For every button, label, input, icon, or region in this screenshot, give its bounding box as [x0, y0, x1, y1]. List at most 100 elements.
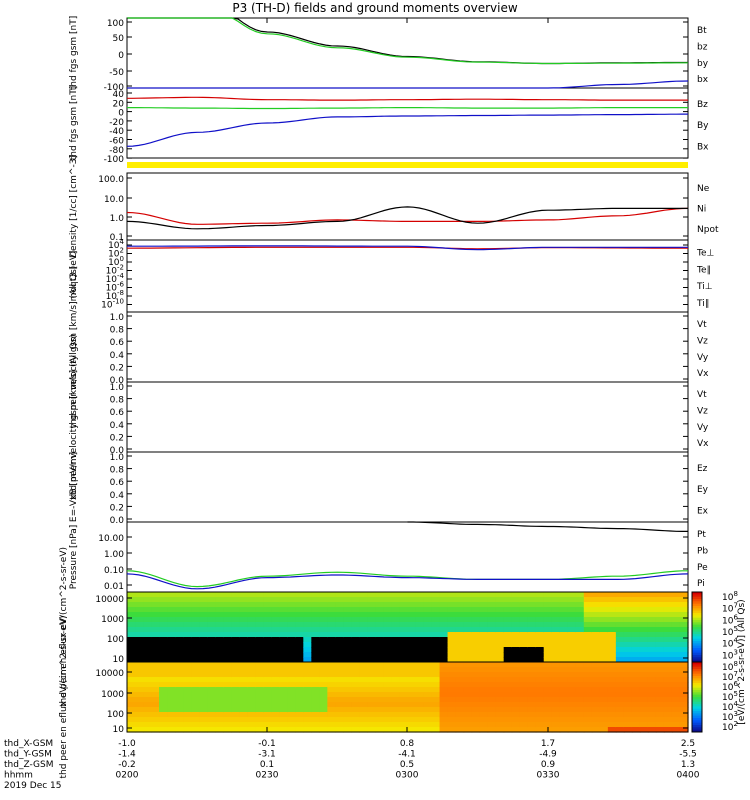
spectrogram-cell [431, 667, 441, 673]
spectrogram-cell [199, 612, 208, 618]
spectrogram-cell [631, 672, 641, 678]
spectrogram-cell [535, 717, 545, 723]
spectrogram-cell [287, 627, 296, 633]
spectrogram-cell [127, 697, 136, 703]
spectrogram-cell [671, 637, 681, 643]
spectrogram-cell [343, 647, 352, 653]
spectrogram-cell [159, 712, 168, 718]
spectrogram-cell [615, 612, 625, 618]
spectrogram-cell [559, 632, 569, 638]
spectrogram-cell [247, 632, 256, 638]
spectrogram-cell [463, 662, 473, 668]
legend-entry: Vy [697, 353, 709, 363]
spectrogram-cell [215, 697, 224, 703]
spectrogram-cell [271, 642, 280, 648]
spectrogram-cell [583, 707, 593, 713]
spectrogram-cell [223, 647, 232, 653]
spectrogram-cell [215, 672, 224, 678]
spectrogram-cell [655, 642, 665, 648]
spectrogram-cell [487, 617, 497, 623]
spectrogram-cell [575, 717, 585, 723]
y-tick-label: 0.8 [110, 326, 125, 336]
spectrogram-cell [487, 687, 497, 693]
spectrogram-cell [391, 707, 401, 713]
spectrogram-cell [375, 607, 385, 613]
spectrogram-cell [271, 717, 280, 723]
spectrogram-cell [391, 617, 401, 623]
spectrogram-cell [167, 662, 176, 668]
spectrogram-cell [335, 642, 344, 648]
spectrogram-cell [199, 657, 208, 663]
spectrogram-cell [135, 672, 144, 678]
spectrogram-cell [559, 667, 569, 673]
spectrogram-cell [247, 687, 256, 693]
spectrogram-cell [623, 607, 633, 613]
spectrogram-cell [335, 612, 344, 618]
colorbar-cell [692, 652, 702, 656]
spectrogram-cell [263, 602, 272, 608]
spectrogram-cell [679, 712, 689, 718]
spectrogram-cell [231, 607, 240, 613]
spectrogram-cell [679, 592, 689, 598]
spectrogram-cell [287, 667, 296, 673]
spectrogram-cell [359, 682, 369, 688]
spectrogram-cell [263, 637, 272, 643]
spectrogram-cell [311, 697, 320, 703]
y-axis-label: Pressure [nPa] [69, 525, 79, 590]
spectrogram-cell [143, 712, 152, 718]
spectrogram-cell [559, 677, 569, 683]
spectrogram-cell [415, 672, 425, 678]
spectrogram-cell [223, 637, 232, 643]
spectrogram-cell [407, 617, 417, 623]
spectrogram-cell [239, 617, 248, 623]
spectrogram-cell [479, 682, 489, 688]
spectrogram-cell [455, 607, 465, 613]
series-line-Pt [407, 521, 688, 532]
spectrogram-cell [207, 602, 216, 608]
spectrogram-cell [159, 687, 168, 693]
spectrogram-cell [559, 727, 569, 733]
spectrogram-cell [439, 592, 449, 598]
spectrogram-cell [495, 707, 505, 713]
spectrogram-cell [471, 697, 481, 703]
spectrogram-cell [607, 692, 617, 698]
spectrogram-cell [543, 657, 553, 663]
spectrogram-cell [423, 647, 433, 653]
colorbar-cell [692, 725, 702, 728]
spectrogram-cell [231, 652, 240, 658]
y-tick-label: 1.0 [110, 313, 125, 323]
spectrogram-cell [279, 667, 288, 673]
spectrogram-cell [655, 627, 665, 633]
spectrogram-cell [543, 652, 553, 658]
spectrogram-cell [455, 662, 465, 668]
spectrogram-cell [511, 702, 521, 708]
spectrogram-cell [263, 682, 272, 688]
y-tick-label: 0.6 [110, 478, 125, 488]
spectrogram-cell [567, 722, 577, 728]
spectrogram-cell [407, 597, 417, 603]
spectrogram-cell [327, 607, 336, 613]
spectrogram-cell [191, 642, 200, 648]
spectrogram-cell [463, 597, 473, 603]
spectrogram-cell [351, 647, 361, 653]
spectrogram-cell [455, 617, 465, 623]
spectrogram-cell [287, 642, 296, 648]
spectrogram-cell [167, 712, 176, 718]
spectrogram-cell [359, 662, 369, 668]
spectrogram-cell [375, 617, 385, 623]
spectrogram-cell [239, 652, 248, 658]
spectrogram-cell [127, 617, 136, 623]
spectrogram-cell [167, 637, 176, 643]
spectrogram-cell [383, 647, 393, 653]
spectrogram-cell [335, 622, 344, 628]
spectrogram-cell [167, 702, 176, 708]
spectrogram-cell [135, 722, 144, 728]
spectrogram-cell [327, 597, 336, 603]
spectrogram-cell [223, 727, 232, 733]
spectrogram-cell [127, 637, 136, 643]
spectrogram-cell [655, 702, 665, 708]
spectrogram-cell [367, 702, 377, 708]
spectrogram-cell [599, 652, 609, 658]
spectrogram-cell [647, 682, 657, 688]
spectrogram-cell [151, 637, 160, 643]
